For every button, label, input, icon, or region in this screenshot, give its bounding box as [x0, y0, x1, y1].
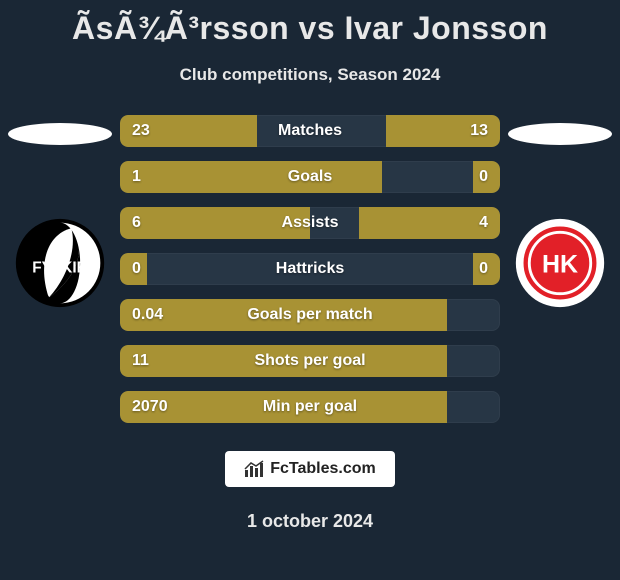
stat-value-left: 1: [132, 168, 141, 186]
stat-row: 1 Goals 0: [120, 161, 500, 193]
stat-value-left: 6: [132, 214, 141, 232]
stat-value-left: 23: [132, 122, 150, 140]
stat-label: Min per goal: [263, 398, 357, 416]
right-club-label-text: HK: [542, 251, 578, 279]
page-title: ÃsÃ¾Ã³rsson vs Ivar Jonsson: [0, 0, 620, 47]
stat-fill-left: [120, 161, 382, 193]
stat-label: Hattricks: [276, 260, 344, 278]
branding-badge: FcTables.com: [225, 451, 395, 487]
stat-row: 2070 Min per goal: [120, 391, 500, 423]
stat-value-left: 2070: [132, 398, 168, 416]
right-player-ellipse: [508, 123, 612, 145]
footer-date: 1 october 2024: [0, 511, 620, 532]
stat-row: 0 Hattricks 0: [120, 253, 500, 285]
stat-row: 11 Shots per goal: [120, 345, 500, 377]
stat-label: Shots per goal: [254, 352, 365, 370]
left-player-ellipse: [8, 123, 112, 145]
stat-label: Assists: [282, 214, 339, 232]
left-club-label-text: FYLKIR: [32, 260, 87, 277]
stat-value-left: 11: [132, 352, 149, 370]
stat-value-right: 13: [470, 122, 488, 140]
stat-value-right: 4: [479, 214, 488, 232]
stat-value-right: 0: [479, 168, 488, 186]
chart-icon: [244, 460, 266, 478]
stat-value-left: 0: [132, 260, 141, 278]
right-club-logo: HK: [512, 215, 608, 311]
left-club-logo: FYLKIR: [12, 215, 108, 311]
comparison-main: FYLKIR 23 Matches 13 1 Goals 0 6 Assists…: [0, 115, 620, 423]
stat-label: Goals: [288, 168, 332, 186]
stat-value-left: 0.04: [132, 306, 163, 324]
branding-text: FcTables.com: [270, 460, 376, 478]
stat-row: 23 Matches 13: [120, 115, 500, 147]
stats-bars: 23 Matches 13 1 Goals 0 6 Assists 4 0 Ha…: [120, 115, 500, 423]
page-subtitle: Club competitions, Season 2024: [0, 65, 620, 85]
stat-value-right: 0: [479, 260, 488, 278]
stat-label: Goals per match: [247, 306, 372, 324]
stat-label: Matches: [278, 122, 342, 140]
stat-row: 0.04 Goals per match: [120, 299, 500, 331]
stat-row: 6 Assists 4: [120, 207, 500, 239]
